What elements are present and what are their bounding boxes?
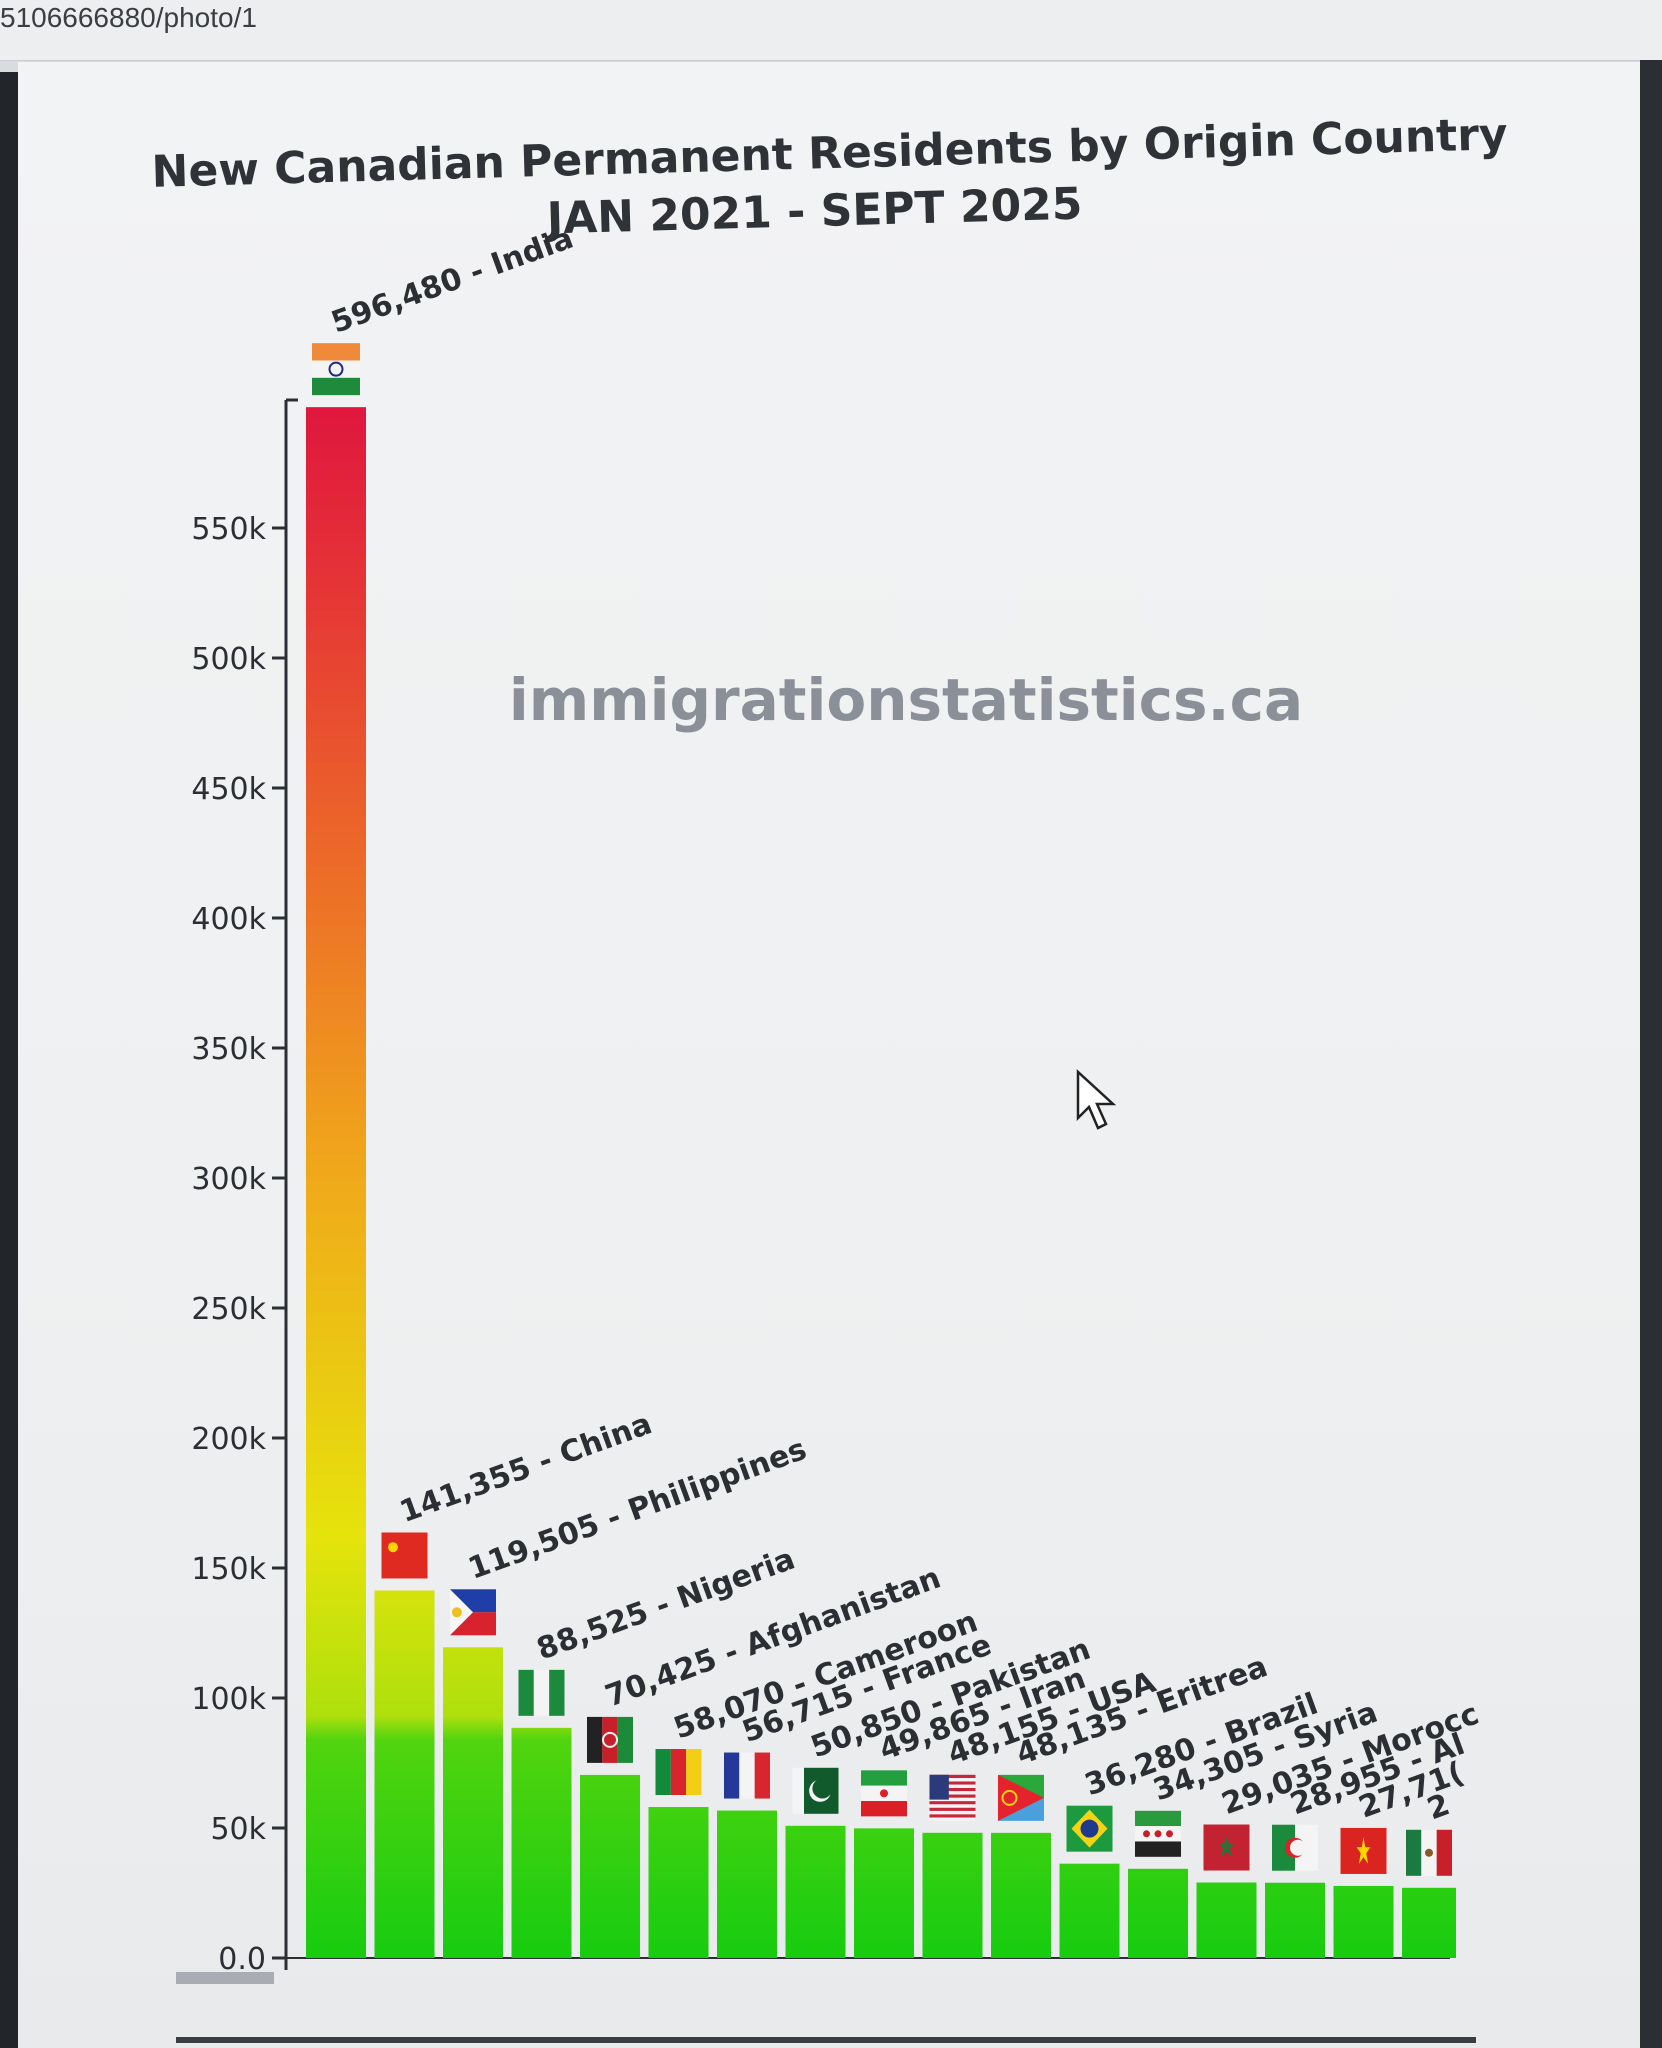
cameroon-flag-icon bbox=[655, 1749, 702, 1796]
france-flag-icon bbox=[724, 1752, 770, 1799]
bar-pakistan[interactable] bbox=[785, 1825, 846, 1958]
watermark: immigrationstatistics.ca bbox=[509, 666, 1303, 734]
bar-morocco[interactable] bbox=[1196, 1882, 1257, 1958]
y-tick-label: 350k bbox=[191, 1032, 266, 1067]
bar-afghanistan[interactable] bbox=[580, 1774, 640, 1958]
y-tick-label: 500k bbox=[191, 642, 266, 677]
y-tick-label: 550k bbox=[191, 512, 266, 547]
mouse-cursor-icon bbox=[1076, 1069, 1117, 1130]
philippines-flag-icon bbox=[450, 1589, 496, 1636]
bar-india[interactable] bbox=[306, 407, 366, 1959]
pakistan-flag-icon bbox=[792, 1767, 839, 1814]
bars-group bbox=[306, 407, 1456, 1959]
bar-iran[interactable] bbox=[854, 1828, 914, 1958]
y-tick-label: 400k bbox=[191, 902, 266, 937]
screen-bezel-right bbox=[1640, 60, 1662, 2048]
y-tick-label: 200k bbox=[191, 1422, 266, 1457]
flags-group bbox=[312, 343, 1452, 1876]
usa-flag-icon bbox=[929, 1774, 976, 1821]
screen-bezel-left bbox=[0, 72, 18, 2048]
india-flag-icon bbox=[312, 343, 360, 396]
y-tick-label: 0.0 bbox=[218, 1942, 266, 1977]
bar-eritrea[interactable] bbox=[991, 1832, 1051, 1958]
mexico-flag-icon bbox=[1406, 1829, 1452, 1876]
eritrea-flag-icon bbox=[998, 1774, 1044, 1821]
url-text: 5106666880/photo/1 bbox=[0, 2, 257, 33]
bottom-divider bbox=[176, 2037, 1476, 2043]
bar-nigeria[interactable] bbox=[511, 1727, 572, 1958]
y-tick-label: 250k bbox=[191, 1292, 266, 1327]
bar-algeria[interactable] bbox=[1265, 1882, 1325, 1958]
vietnam-flag-icon bbox=[1340, 1827, 1387, 1874]
data-label-india: 596,480 - India bbox=[327, 221, 578, 341]
y-tick-label: 100k bbox=[191, 1682, 266, 1717]
y-tick-label: 300k bbox=[191, 1162, 266, 1197]
y-tick-label: 150k bbox=[191, 1552, 266, 1587]
bar-mexico[interactable] bbox=[1402, 1887, 1456, 1958]
scrollbar-thumb[interactable] bbox=[176, 1972, 274, 1984]
brazil-flag-icon bbox=[1066, 1805, 1113, 1852]
nigeria-flag-icon bbox=[518, 1669, 565, 1716]
morocco-flag-icon bbox=[1203, 1824, 1250, 1871]
bar-brazil[interactable] bbox=[1059, 1863, 1120, 1958]
browser-url-bar[interactable]: 5106666880/photo/1 bbox=[0, 0, 1662, 61]
y-tick-label: 50k bbox=[210, 1812, 266, 1847]
syria-flag-icon bbox=[1135, 1810, 1181, 1857]
bar-chart: New Canadian Permanent Residents by Orig… bbox=[151, 109, 1508, 2043]
china-flag-icon bbox=[381, 1532, 428, 1579]
y-tick-label: 450k bbox=[191, 772, 266, 807]
bar-philippines[interactable] bbox=[443, 1647, 503, 1958]
bar-france[interactable] bbox=[717, 1810, 777, 1958]
bar-china[interactable] bbox=[374, 1590, 435, 1958]
bar-cameroon[interactable] bbox=[648, 1807, 709, 1958]
chart-subtitle: JAN 2021 - SEPT 2025 bbox=[543, 179, 1083, 245]
iran-flag-icon bbox=[861, 1770, 907, 1817]
chart-panel: New Canadian Permanent Residents by Orig… bbox=[18, 62, 1640, 2048]
afghanistan-flag-icon bbox=[587, 1716, 633, 1763]
bar-usa[interactable] bbox=[922, 1832, 983, 1958]
bar-vietnam[interactable] bbox=[1333, 1885, 1394, 1958]
bar-syria[interactable] bbox=[1128, 1868, 1188, 1958]
algeria-flag-icon bbox=[1272, 1824, 1318, 1871]
